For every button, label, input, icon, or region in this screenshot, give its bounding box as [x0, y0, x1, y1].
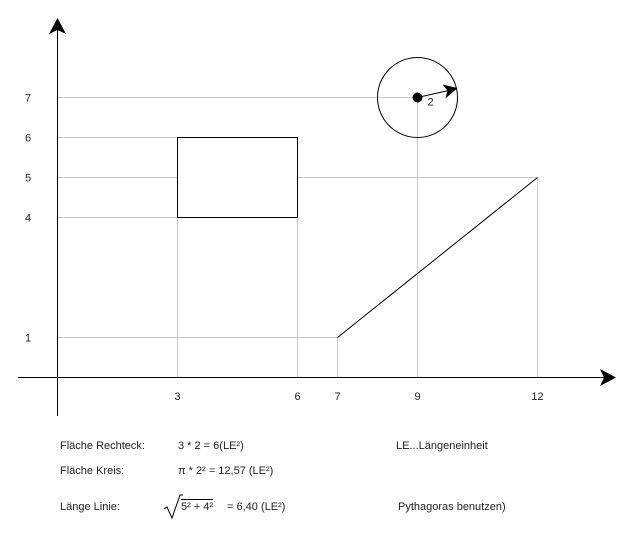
rect-area-label: Fläche Rechteck:: [60, 440, 145, 452]
radius-arrow-icon: [442, 84, 458, 99]
axes: [18, 18, 616, 416]
y-tick-label: 5: [25, 173, 31, 185]
square-root-icon: [163, 494, 183, 520]
length-unit-note: LE...Längeneinheit: [396, 440, 488, 452]
shapes: 2: [177, 57, 538, 338]
x-axis-arrow-icon: [600, 369, 616, 386]
line-length-result: = 6,40 (LE²): [227, 501, 286, 513]
circle-area-label: Fläche Kreis:: [60, 465, 125, 477]
circle-shape: [377, 57, 458, 138]
circle-area-formula: π * 2² = 12,57 (LE²): [178, 465, 274, 477]
rectangle-shape: [177, 137, 298, 218]
line-length-label: Länge Linie:: [60, 501, 120, 513]
x-tick-label: 6: [294, 391, 300, 403]
tick-labels: 3 6 7 9 12 1 4 5 6 7: [25, 93, 544, 404]
rect-area-formula: 3 * 2 = 6(LE²): [178, 440, 244, 452]
y-tick-label: 7: [25, 93, 31, 105]
x-tick-label: 3: [174, 391, 180, 403]
y-tick-label: 1: [25, 333, 31, 345]
radius-label: 2: [428, 97, 434, 109]
y-tick-label: 4: [25, 213, 31, 225]
y-tick-label: 6: [25, 133, 31, 145]
pythagoras-note: Pythagoras benutzen): [398, 501, 506, 513]
radius-line: [417, 90, 449, 98]
line-length-radicand: 5² + 4²: [181, 499, 214, 513]
x-tick-label: 12: [531, 391, 543, 403]
x-tick-label: 7: [334, 391, 340, 403]
y-axis-arrow-icon: [49, 18, 66, 34]
line-segment: [337, 177, 538, 338]
x-tick-label: 9: [414, 391, 420, 403]
